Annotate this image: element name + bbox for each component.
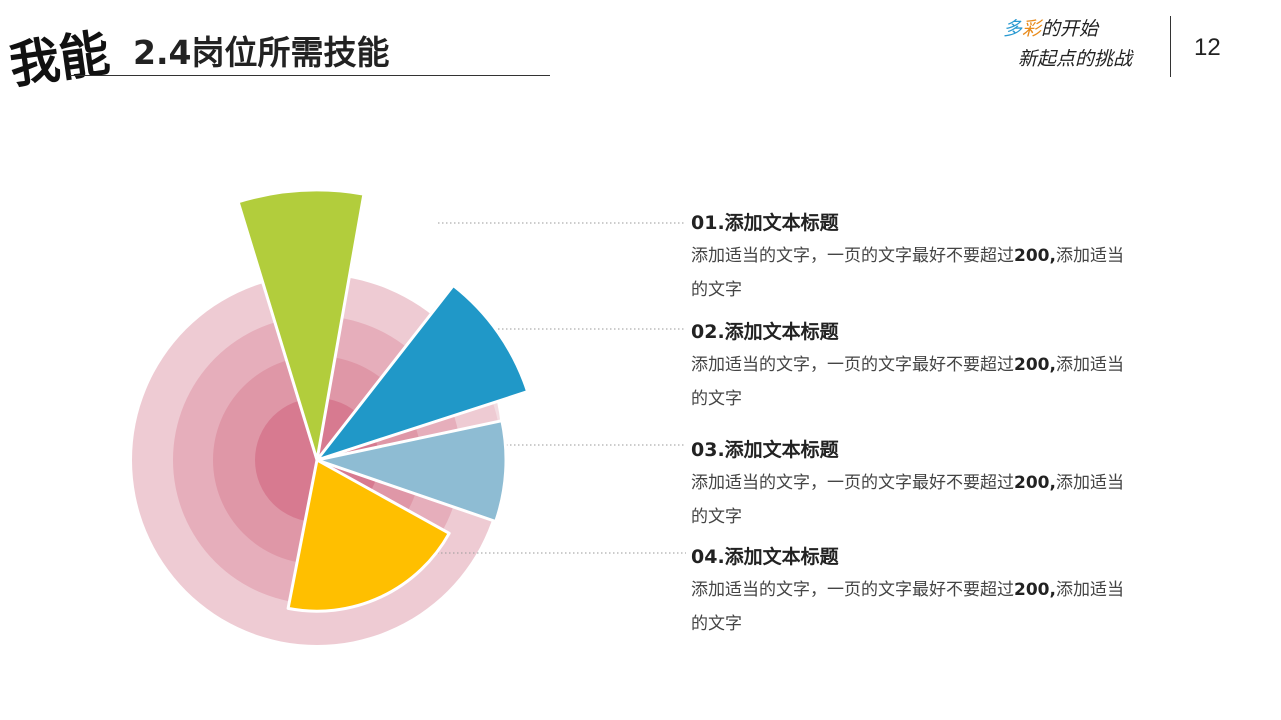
slogan-line-1: 多彩的开始 [1003,18,1099,40]
chart-slice-2 [315,284,530,462]
item-title: 04.添加文本标题 [691,546,839,568]
list-item-3: 03.添加文本标题 添加适当的文字，一页的文字最好不要超过200,添加适当的文字 [691,438,1141,534]
logo-text: 我能 [8,24,113,95]
item-body: 添加适当的文字，一页的文字最好不要超过200,添加适当的文字 [691,355,1124,409]
chart-slice-1 [236,188,366,462]
page-number: 12 [1194,34,1221,61]
item-title: 03.添加文本标题 [691,439,839,461]
chart-slices [236,188,530,613]
list-item-1: 01.添加文本标题 添加适当的文字，一页的文字最好不要超过200,添加适当的文字 [691,211,1141,307]
chart-slice-3 [315,419,508,523]
title-underline [70,75,550,76]
item-body: 添加适当的文字，一页的文字最好不要超过200,添加适当的文字 [691,473,1124,527]
list-item-2: 02.添加文本标题 添加适当的文字，一页的文字最好不要超过200,添加适当的文字 [691,320,1141,416]
logo: 我能 [8,24,113,95]
item-body: 添加适当的文字，一页的文字最好不要超过200,添加适当的文字 [691,580,1124,634]
item-title: 01.添加文本标题 [691,212,839,234]
item-title: 02.添加文本标题 [691,321,839,343]
list-item-4: 04.添加文本标题 添加适当的文字，一页的文字最好不要超过200,添加适当的文字 [691,545,1141,641]
item-body: 添加适当的文字，一页的文字最好不要超过200,添加适当的文字 [691,246,1124,300]
slogan-line-2: 新起点的挑战 [1018,48,1133,70]
slogan: 多彩的开始 新起点的挑战 [1000,14,1160,74]
page-title: 2.4岗位所需技能 [133,33,390,72]
chart-slice-4 [286,458,451,613]
header-divider [1170,16,1171,77]
